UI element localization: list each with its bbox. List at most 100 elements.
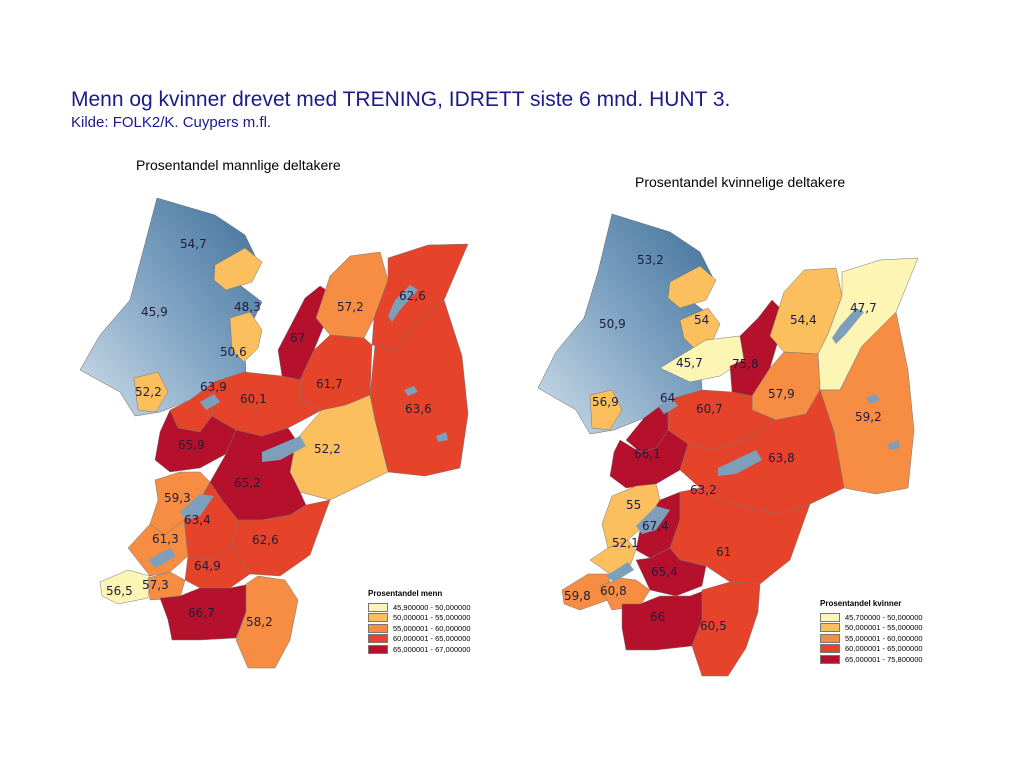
- women-value-label: 47,7: [850, 301, 877, 315]
- men-legend-title: Prosentandel menn: [368, 589, 443, 598]
- women-region-1: [667, 265, 717, 309]
- women-value-label: 63,2: [690, 483, 717, 497]
- women-map-title: Prosentandel kvinnelige deltakere: [635, 174, 846, 190]
- men-region-5: [213, 247, 263, 291]
- women-value-label: 53,2: [637, 253, 664, 267]
- men-value-label: 62,6: [399, 289, 426, 303]
- women-value-label: 64: [660, 391, 675, 405]
- women-lake-6: [888, 440, 900, 450]
- legend-label: 60,000001 - 65,000000: [845, 644, 923, 654]
- women-value-label: 57,9: [768, 387, 795, 401]
- men-value-label: 52,2: [135, 385, 162, 399]
- men-value-label: 64,9: [194, 559, 221, 573]
- women-value-label: 61: [716, 545, 731, 559]
- legend-label: 65,000001 - 67,000000: [393, 644, 471, 654]
- women-value-label: 67,4: [642, 519, 669, 533]
- men-value-label: 48,3: [234, 300, 261, 314]
- men-lake-4: [148, 548, 176, 568]
- men-map-labels: 54,7 45,9 48,3 50,6 67 57,2 62,6 52,2 63,9 60,1 61…: [106, 237, 432, 629]
- men-lake-2: [388, 285, 418, 322]
- women-value-label: 59,2: [855, 410, 882, 424]
- men-value-label: 66,7: [188, 606, 215, 620]
- women-legend: Prosentandel kvinner 45,700000 - 50,0000…: [820, 599, 923, 665]
- men-lake-7: [200, 394, 220, 410]
- men-value-label: 67: [290, 331, 305, 345]
- women-value-label: 54: [694, 313, 709, 327]
- men-legend-item: 60,000001 - 65,000000: [368, 634, 471, 645]
- men-lake-5: [404, 386, 418, 396]
- legend-swatch: [820, 612, 840, 622]
- legend-label: 45,900000 - 50,000000: [393, 602, 471, 612]
- men-value-label: 61,7: [316, 377, 343, 391]
- men-map-title: Prosentandel mannlige deltakere: [136, 157, 341, 173]
- page-title: Menn og kvinner drevet med TRENING, IDRE…: [71, 88, 731, 111]
- legend-label: 55,000001 - 60,000000: [393, 623, 471, 633]
- men-lake-6: [436, 432, 448, 442]
- women-value-label: 52,1: [612, 536, 639, 550]
- women-legend-item: 50,000001 - 55,000000: [820, 623, 923, 634]
- women-lake-5: [866, 394, 880, 404]
- men-region-20: [147, 571, 186, 601]
- men-legend-item: 45,900000 - 50,000000: [368, 602, 471, 613]
- women-legend-item: 65,000001 - 75,800000: [820, 654, 923, 665]
- source-subtitle: Kilde: FOLK2/K. Cuypers m.fl.: [71, 114, 272, 131]
- women-value-label: 66,1: [634, 447, 661, 461]
- men-value-label: 60,1: [240, 392, 267, 406]
- women-region-18: [635, 547, 707, 597]
- men-region-8: [229, 311, 263, 363]
- men-legend: Prosentandel menn 45,900000 - 50,000000 …: [368, 589, 471, 655]
- men-legend-item: 65,000001 - 67,000000: [368, 644, 471, 655]
- legend-label: 45,700000 - 50,000000: [845, 612, 923, 622]
- men-value-label: 52,2: [314, 442, 341, 456]
- men-region-22: [235, 575, 299, 669]
- men-map: 54,7 45,9 48,3 50,6 67 57,2 62,6 52,2 63,9 60,1 61…: [79, 197, 469, 669]
- men-value-label: 56,5: [106, 584, 133, 598]
- women-region-3: [589, 389, 623, 431]
- legend-swatch: [368, 602, 388, 612]
- men-region-18: [184, 544, 251, 589]
- men-value-label: 63,4: [184, 513, 211, 527]
- legend-label: 50,000001 - 55,000000: [845, 623, 923, 633]
- women-region-22: [691, 581, 761, 677]
- men-value-label: 54,7: [180, 237, 207, 251]
- men-value-label: 62,6: [252, 533, 279, 547]
- women-legend-item: 60,000001 - 65,000000: [820, 644, 923, 655]
- men-lake-1: [262, 436, 306, 462]
- women-map-labels: 53,2 50,9 54 54,4 47,7 45,7 75,8 56,9 64 60,7 57,9…: [564, 253, 882, 633]
- legend-swatch: [820, 644, 840, 654]
- men-value-label: 65,9: [178, 438, 205, 452]
- women-value-label: 65,4: [651, 565, 678, 579]
- women-value-label: 60,8: [600, 584, 627, 598]
- legend-label: 65,000001 - 75,800000: [845, 654, 923, 664]
- women-lake-1: [718, 450, 762, 476]
- men-value-label: 65,2: [234, 476, 261, 490]
- women-value-label: 66: [650, 610, 665, 624]
- men-legend-item: 50,000001 - 55,000000: [368, 613, 471, 624]
- men-lake-3: [180, 494, 214, 520]
- women-value-label: 59,8: [564, 589, 591, 603]
- men-value-label: 50,6: [220, 345, 247, 359]
- legend-swatch: [820, 633, 840, 643]
- women-value-label: 60,7: [696, 402, 723, 416]
- legend-swatch: [368, 623, 388, 633]
- men-value-label: 63,9: [200, 380, 227, 394]
- women-lake-7: [658, 398, 678, 414]
- legend-label: 50,000001 - 55,000000: [393, 613, 471, 623]
- men-region-19: [99, 569, 151, 605]
- women-legend-item: 45,700000 - 50,000000: [820, 612, 923, 623]
- men-value-label: 59,3: [164, 491, 191, 505]
- women-value-label: 45,7: [676, 356, 703, 370]
- women-lake-3: [636, 506, 670, 534]
- women-value-label: 75,8: [732, 357, 759, 371]
- legend-swatch: [368, 613, 388, 623]
- women-value-label: 60,5: [700, 619, 727, 633]
- women-value-label: 50,9: [599, 317, 626, 331]
- women-value-label: 55: [626, 498, 641, 512]
- legend-swatch: [368, 634, 388, 644]
- legend-swatch: [368, 644, 388, 654]
- legend-label: 55,000001 - 60,000000: [845, 633, 923, 643]
- men-value-label: 58,2: [246, 615, 273, 629]
- men-value-label: 63,6: [405, 402, 432, 416]
- legend-label: 60,000001 - 65,000000: [393, 634, 471, 644]
